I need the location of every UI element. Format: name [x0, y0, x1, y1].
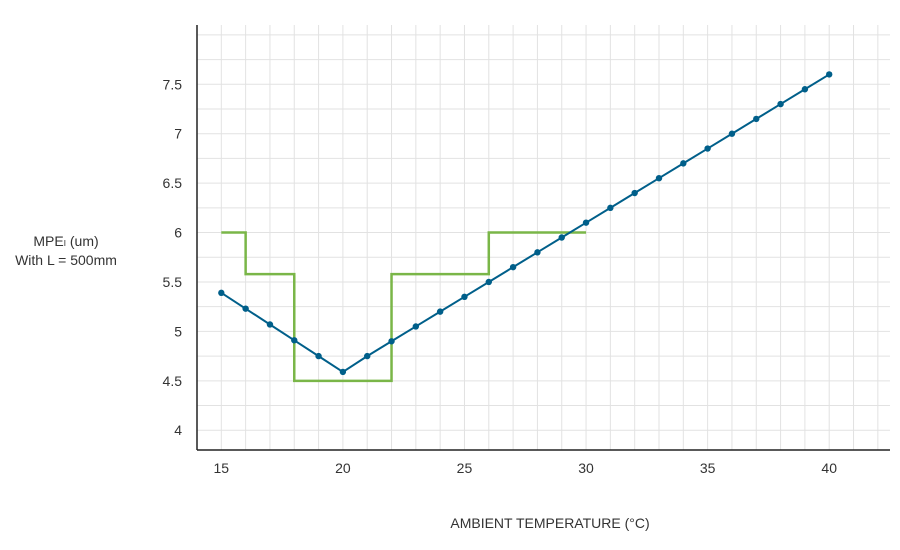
data-point — [291, 337, 298, 344]
data-point — [826, 71, 833, 78]
y-tick-label: 7.5 — [163, 76, 183, 92]
data-point — [607, 204, 614, 212]
data-point — [777, 100, 784, 108]
data-point — [242, 305, 249, 312]
y-axis-label: MPEₗ (um) With L = 500mm — [0, 232, 132, 270]
data-point — [753, 115, 760, 123]
data-point — [728, 130, 736, 137]
y-tick-labels: 4 4.5 5 5.5 6 6.5 7 7.5 — [163, 76, 183, 438]
data-point — [339, 368, 347, 376]
data-point — [266, 321, 274, 328]
data-point — [412, 323, 420, 330]
series-line — [220, 73, 830, 374]
data-point — [388, 338, 395, 345]
data-point — [655, 174, 663, 182]
x-tick-labels: 15 20 25 30 35 40 — [214, 460, 838, 476]
x-tick-label: 30 — [578, 460, 594, 476]
data-point — [461, 293, 468, 301]
data-point — [364, 352, 371, 360]
data-point — [315, 352, 322, 360]
data-point — [801, 86, 809, 93]
y-tick-label: 5 — [174, 323, 182, 339]
data-point — [485, 278, 492, 286]
y-tick-label: 7 — [174, 126, 182, 142]
y-axis-label-line-2: With L = 500mm — [15, 252, 117, 268]
x-tick-label: 25 — [457, 460, 473, 476]
x-tick-label: 20 — [335, 460, 351, 476]
y-axis-label-line-1: MPEₗ (um) — [33, 233, 99, 249]
y-tick-label: 6.5 — [163, 175, 183, 191]
axes — [196, 25, 890, 451]
x-tick-label: 40 — [821, 460, 837, 476]
data-point — [218, 289, 225, 297]
data-point — [582, 219, 590, 226]
x-tick-label: 35 — [700, 460, 716, 476]
data-point — [631, 189, 638, 197]
data-point — [680, 160, 687, 167]
data-point — [704, 145, 711, 152]
y-tick-label: 6 — [174, 225, 182, 241]
data-point — [558, 234, 565, 241]
y-tick-label: 5.5 — [163, 274, 183, 290]
series-step-line — [221, 231, 587, 383]
data-point — [509, 263, 517, 271]
data-point — [436, 308, 444, 315]
data-point — [534, 249, 541, 256]
y-tick-label: 4.5 — [163, 373, 183, 389]
x-tick-label: 15 — [214, 460, 230, 476]
y-tick-label: 4 — [174, 422, 182, 438]
grid-lines — [196, 25, 890, 450]
x-axis-label: AMBIENT TEMPERATURE (°C) — [450, 515, 650, 531]
series-group — [218, 71, 833, 383]
